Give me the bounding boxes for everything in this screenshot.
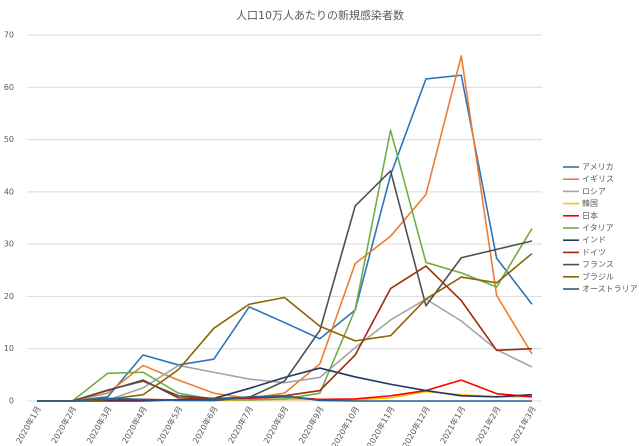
x-tick-label: 2020年4月 <box>120 404 149 445</box>
x-tick-label: 2020年12月 <box>400 404 432 446</box>
legend-label: ロシア <box>582 187 606 196</box>
x-tick-label: 2020年6月 <box>190 404 219 445</box>
x-tick-label: 2020年3月 <box>84 404 113 445</box>
x-tick-label: 2020年5月 <box>155 404 184 445</box>
legend-label: 韓国 <box>582 198 598 208</box>
x-tick-label: 2020年2月 <box>49 404 78 445</box>
legend-label: フランス <box>582 260 614 269</box>
series-line <box>37 129 533 402</box>
series-line <box>37 367 533 402</box>
legend-label: 日本 <box>582 210 598 220</box>
series-line <box>37 170 533 402</box>
y-tick-label: 30 <box>4 240 14 249</box>
series-line <box>37 379 533 402</box>
series-line <box>37 55 533 402</box>
x-tick-label: 2021年2月 <box>473 404 502 445</box>
y-tick-label: 50 <box>4 135 14 144</box>
series-line <box>37 74 533 402</box>
x-tick-label: 2020年10月 <box>329 404 361 446</box>
x-tick-label: 2021年3月 <box>509 404 538 445</box>
y-tick-label: 0 <box>9 397 14 406</box>
legend-label: イタリア <box>582 224 614 233</box>
legend-label: オーストラリア <box>582 285 638 294</box>
legend-label: インド <box>582 236 606 245</box>
x-tick-label: 2020年11月 <box>365 404 397 446</box>
series-line <box>37 298 533 402</box>
x-tick-label: 2020年7月 <box>226 404 255 445</box>
x-tick-label: 2020年9月 <box>296 404 325 445</box>
y-tick-label: 40 <box>4 187 14 196</box>
legend-label: イギリス <box>582 175 614 184</box>
series-line <box>37 394 532 402</box>
series-line <box>37 252 533 402</box>
x-tick-label: 2020年1月 <box>14 404 43 445</box>
y-tick-label: 10 <box>4 344 14 353</box>
y-tick-label: 70 <box>4 31 14 40</box>
legend-label: ブラジル <box>582 271 614 281</box>
chart-title: 人口10万人あたりの新規感染者数 <box>236 8 404 22</box>
x-tick-label: 2021年1月 <box>438 404 467 445</box>
y-tick-label: 20 <box>4 292 14 301</box>
legend-label: ドイツ <box>582 248 606 257</box>
legend-label: アメリカ <box>582 163 614 172</box>
y-tick-label: 60 <box>4 83 14 92</box>
x-tick-label: 2020年8月 <box>261 404 290 445</box>
